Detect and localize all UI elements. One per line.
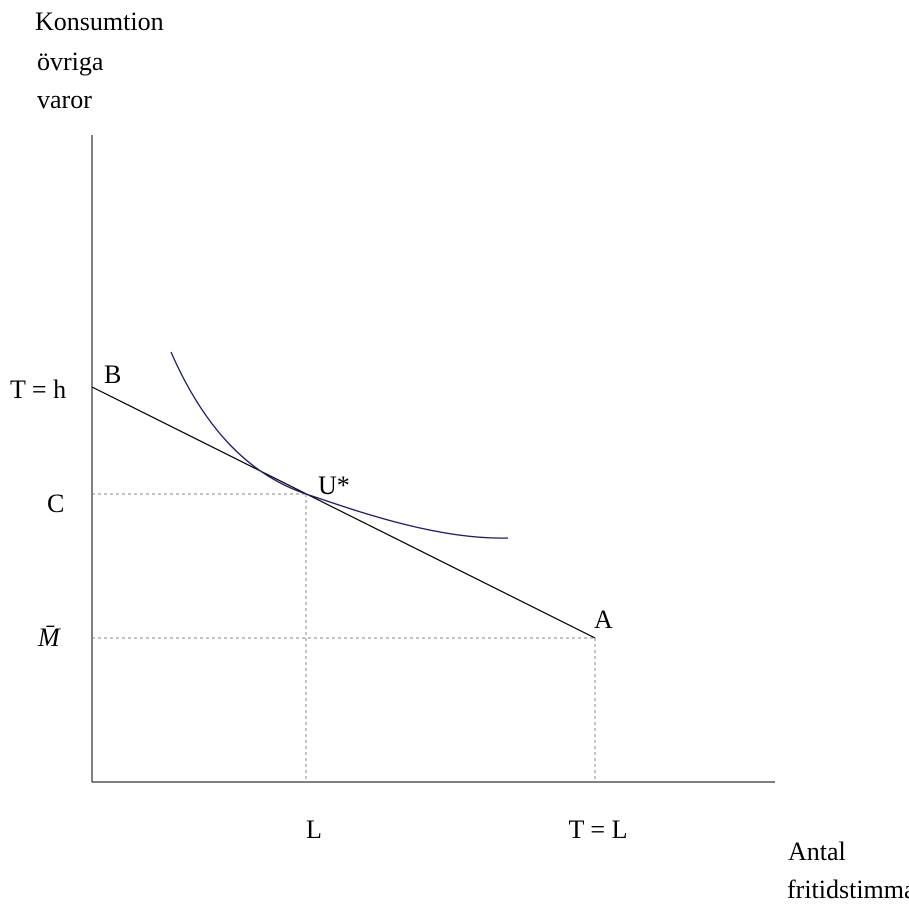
point-label: U* — [318, 471, 350, 500]
y-label: T = h — [10, 375, 66, 404]
x-label: L — [306, 815, 322, 844]
point-label: B — [104, 360, 121, 389]
x-label: T = L — [569, 815, 628, 844]
budget-line — [91, 386, 596, 639]
y-label: M̄ — [37, 623, 61, 652]
y-axis-label: övriga — [37, 47, 104, 76]
x-axis-label: Antal — [788, 837, 846, 866]
y-axis-label: Konsumtion — [35, 7, 164, 36]
y-label: C — [47, 489, 64, 518]
x-axis-label: fritidstimmar — [787, 875, 909, 904]
y-axis-label: varor — [37, 85, 92, 114]
indifference-curve — [170, 351, 509, 539]
point-label: A — [594, 605, 613, 634]
